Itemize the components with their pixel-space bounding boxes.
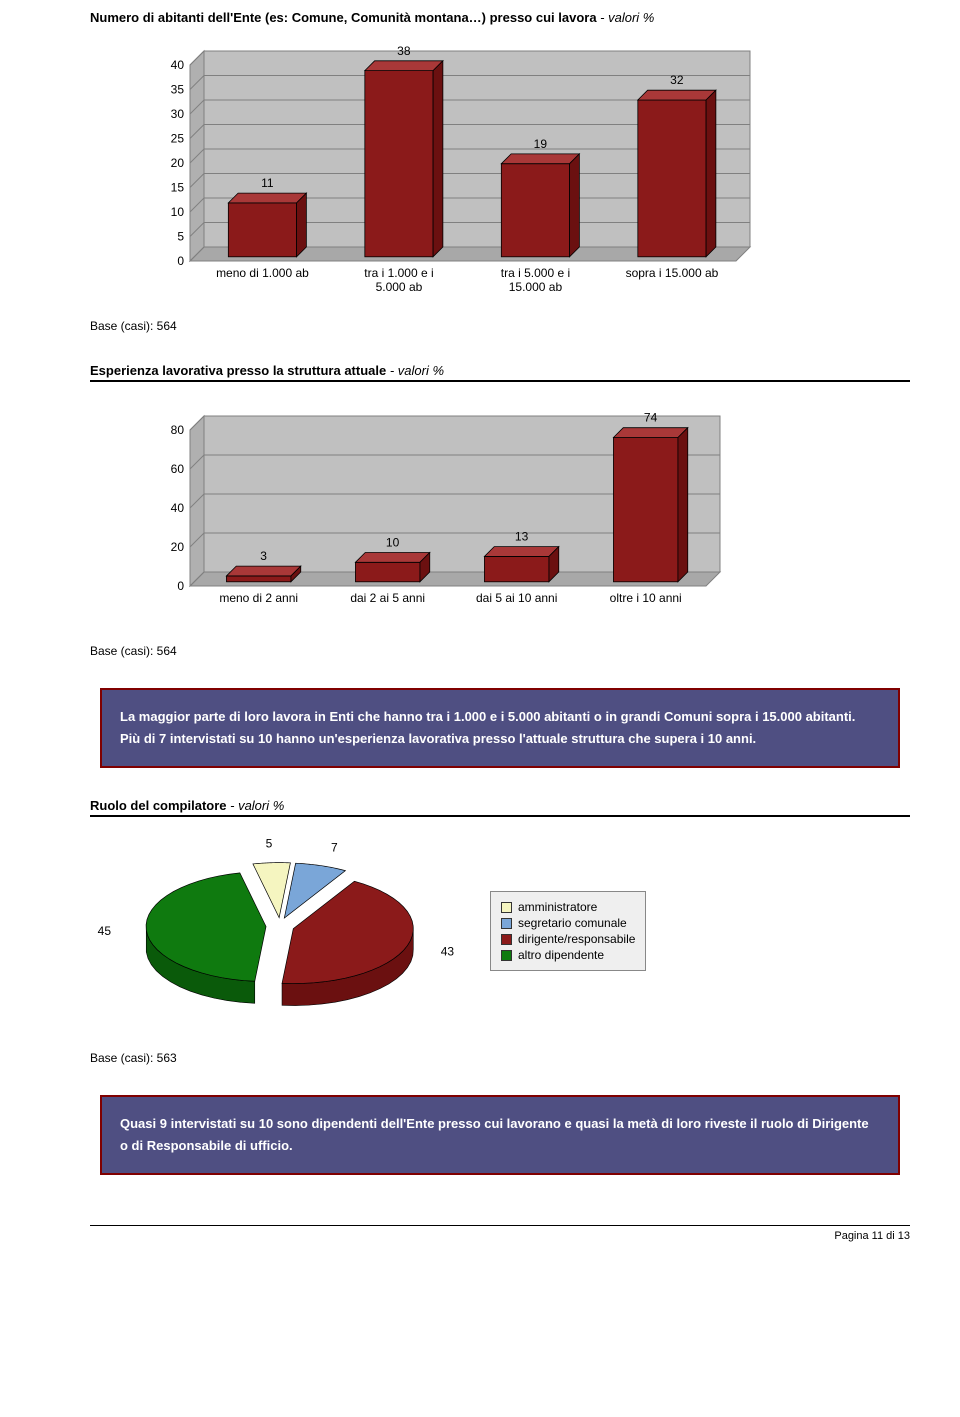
svg-text:7: 7: [331, 841, 338, 855]
legend-label: amministratore: [518, 900, 597, 914]
svg-text:43: 43: [441, 945, 455, 959]
svg-text:20: 20: [171, 540, 185, 554]
svg-text:meno di 2 anni: meno di 2 anni: [219, 591, 298, 605]
svg-text:10: 10: [386, 536, 400, 550]
chart1-title: Numero di abitanti dell'Ente (es: Comune…: [90, 10, 910, 25]
chart3-legend: amministratore segretario comunale dirigen…: [490, 891, 646, 971]
legend-label: altro dipendente: [518, 948, 604, 962]
svg-text:80: 80: [171, 423, 185, 437]
legend-item: dirigente/responsabile: [501, 932, 635, 946]
svg-text:30: 30: [171, 107, 185, 121]
svg-text:dai 5 ai 10 anni: dai 5 ai 10 anni: [476, 591, 557, 605]
svg-text:5: 5: [266, 837, 273, 851]
chart3-title: Ruolo del compilatore - valori %: [90, 798, 910, 817]
svg-text:13: 13: [515, 530, 529, 544]
legend-swatch: [501, 918, 512, 929]
svg-text:74: 74: [644, 411, 658, 425]
chart1-title-prefix: Numero di abitanti dell'Ente (es: Comune…: [90, 10, 597, 25]
chart3-title-prefix: Ruolo del compilatore: [90, 798, 227, 813]
page-footer: Pagina 11 di 13: [90, 1225, 910, 1242]
svg-text:tra i 1.000 e i: tra i 1.000 e i: [364, 266, 433, 280]
info-box-1: La maggior parte di loro lavora in Enti …: [100, 688, 900, 768]
info2-text: Quasi 9 intervistati su 10 sono dipenden…: [120, 1113, 880, 1157]
svg-text:38: 38: [397, 44, 411, 58]
chart2-base: Base (casi): 564: [90, 644, 910, 658]
chart3-base: Base (casi): 563: [90, 1051, 910, 1065]
legend-item: altro dipendente: [501, 948, 635, 962]
svg-text:32: 32: [670, 73, 684, 87]
chart1-title-suffix: - valori %: [597, 10, 655, 25]
svg-text:45: 45: [98, 924, 112, 938]
legend-label: segretario comunale: [518, 916, 627, 930]
chart1-base: Base (casi): 564: [90, 319, 910, 333]
svg-text:3: 3: [260, 549, 267, 563]
legend-item: amministratore: [501, 900, 635, 914]
svg-text:5.000 ab: 5.000 ab: [376, 280, 423, 294]
legend-item: segretario comunale: [501, 916, 635, 930]
chart2-title-prefix: Esperienza lavorativa presso la struttur…: [90, 363, 386, 378]
legend-swatch: [501, 934, 512, 945]
svg-text:0: 0: [177, 579, 184, 593]
svg-text:25: 25: [171, 132, 185, 146]
chart2-title: Esperienza lavorativa presso la struttur…: [90, 363, 910, 382]
chart2-svg: 0 20 40 60 80 3 meno di 2 anni 10 dai 2 ai 5 ann…: [140, 396, 740, 636]
chart-abitanti: Numero di abitanti dell'Ente (es: Comune…: [90, 10, 910, 333]
svg-text:meno di 1.000 ab: meno di 1.000 ab: [216, 266, 309, 280]
page-number: Pagina 11 di 13: [834, 1230, 910, 1242]
svg-text:dai 2 ai 5 anni: dai 2 ai 5 anni: [350, 591, 425, 605]
svg-text:sopra i 15.000 ab: sopra i 15.000 ab: [626, 266, 719, 280]
svg-text:oltre i 10 anni: oltre i 10 anni: [610, 591, 682, 605]
svg-text:19: 19: [534, 137, 548, 151]
legend-swatch: [501, 902, 512, 913]
svg-text:10: 10: [171, 205, 185, 219]
chart2-title-suffix: - valori %: [386, 363, 444, 378]
svg-text:20: 20: [171, 156, 185, 170]
info1-text: La maggior parte di loro lavora in Enti …: [120, 706, 880, 750]
info-box-2: Quasi 9 intervistati su 10 sono dipenden…: [100, 1095, 900, 1175]
chart1-svg: 0 5 10 15 20 25 30 35 40 11 meno di 1.000 ab 38 tra …: [140, 31, 770, 311]
svg-text:tra i 5.000 e i: tra i 5.000 e i: [501, 266, 570, 280]
svg-text:11: 11: [261, 176, 274, 190]
svg-text:60: 60: [171, 462, 185, 476]
svg-text:35: 35: [171, 83, 185, 97]
legend-swatch: [501, 950, 512, 961]
svg-text:40: 40: [171, 501, 185, 515]
svg-text:40: 40: [171, 58, 185, 72]
legend-label: dirigente/responsabile: [518, 932, 635, 946]
chart3-title-suffix: - valori %: [227, 798, 285, 813]
svg-text:15: 15: [171, 181, 185, 195]
svg-text:15.000 ab: 15.000 ab: [509, 280, 563, 294]
chart3-svg: 5 7 43 45: [90, 831, 470, 1031]
svg-text:0: 0: [177, 254, 184, 268]
chart-ruolo: Ruolo del compilatore - valori % 574345 …: [90, 798, 910, 1065]
svg-text:5: 5: [177, 230, 184, 244]
chart-esperienza: Esperienza lavorativa presso la struttur…: [90, 363, 910, 658]
